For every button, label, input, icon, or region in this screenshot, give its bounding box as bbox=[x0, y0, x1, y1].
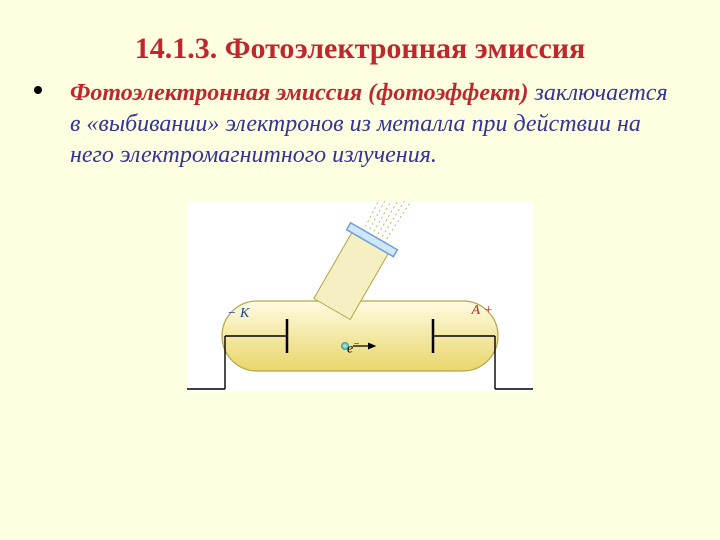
diagram-svg bbox=[187, 201, 533, 391]
definition-paragraph: Фотоэлектронная эмиссия (фотоэффект) зак… bbox=[0, 68, 720, 172]
lead-term: Фотоэлектронная эмиссия (фотоэффект) bbox=[70, 80, 529, 106]
bullet-icon bbox=[34, 86, 42, 94]
cathode-label: − К bbox=[227, 306, 249, 322]
anode-label: А + bbox=[472, 303, 494, 319]
electron-label: e− bbox=[347, 339, 360, 358]
photocell-diagram: − К А + e− bbox=[187, 201, 533, 391]
page-title: 14.1.3. Фотоэлектронная эмиссия bbox=[0, 0, 720, 68]
electron-superscript: − bbox=[353, 339, 360, 350]
